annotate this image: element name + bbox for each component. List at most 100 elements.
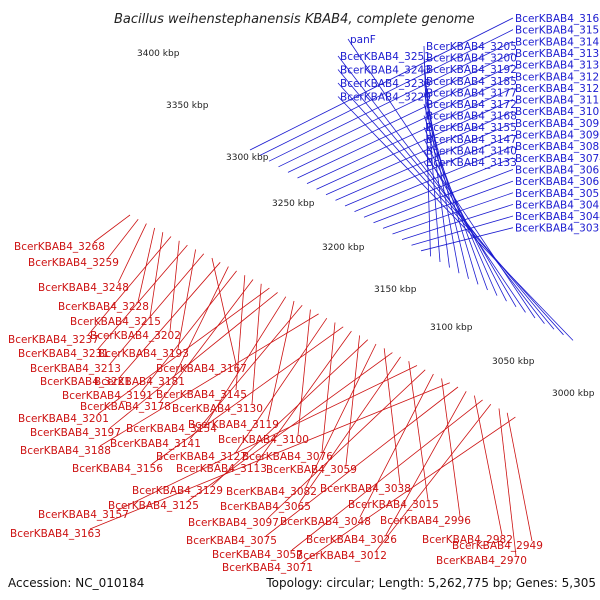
scale-ticks: 3400 kbp 3350 kbp 3300 kbp 3250 kbp 3200 kbp… [137,49,595,399]
gene-label-reverse: BcerKBAB4_3015 [348,499,439,511]
leader-line [177,249,196,350]
gene-label-reverse: BcerKBAB4_3075 [186,535,277,547]
scale-tick-label: 3150 kbp [374,285,417,295]
leader-line [344,134,514,207]
leader-line [235,275,246,391]
gene-label-reverse: BcerKBAB4_3125 [108,500,199,512]
leader-line [151,326,344,465]
leader-line [337,82,564,336]
gene-label-reverse: BcerKBAB4_3156 [72,463,163,475]
gene-label-forward: BcerKBAB4_3152 [515,25,600,37]
gene-label-forward: BcerKBAB4_3146 [515,36,600,48]
gene-label-reverse: BcerKBAB4_3127 [156,451,247,463]
gene-label-forward: BcerKBAB4_3081 [515,141,600,153]
gene-label-reverse: BcerKBAB4_3145 [156,389,247,401]
leader-line [363,157,514,218]
gene-label-forward: BcerKBAB4_3121 [515,83,600,95]
leader-line [423,161,526,313]
gene-label-reverse: BcerKBAB4_3202 [90,330,181,342]
leader-line [149,232,164,318]
gene-label-forward: BcerKBAB4_3185 [426,76,517,88]
gene-label-reverse: BcerKBAB4_3154 [126,423,217,435]
leader-line [259,29,514,156]
gene-label-forward: BcerKBAB4_3039 [515,223,600,235]
gene-label-reverse: BcerKBAB4_3259 [28,257,119,269]
gene-label-reverse: BcerKBAB4_3181 [94,376,185,388]
leader-line [291,399,483,551]
leader-line [287,64,514,173]
leader-line [189,305,303,440]
leader-line [173,266,229,378]
gene-label-forward: BcerKBAB4_3128 [515,71,600,83]
gene-label-forward: BcerKBAB4_3090 [515,130,600,142]
gene-label-reverse: BcerKBAB4_3048 [280,516,371,528]
leader-line [255,330,352,465]
leader-line [321,322,336,453]
leader-line [420,227,514,252]
gene-label-reverse: BcerKBAB4_3268 [14,241,105,253]
leader-line [235,317,328,453]
gene-label-reverse: BcerKBAB4_3188 [20,445,111,457]
leader-line [299,356,401,503]
leader-line [169,240,180,332]
gene-label-forward: BcerKBAB4_3147 [426,134,517,146]
genome-summary: Topology: circular; Length: 5,262,775 bp… [265,576,596,590]
leader-line [385,391,467,536]
gene-label-forward: BcerKBAB4_3177 [426,87,517,99]
gene-label-forward: BcerKBAB4_3131 [515,60,600,72]
gene-label-forward: BcerKBAB4_3068 [515,164,600,176]
leader-line [305,343,377,488]
leader-line [265,386,459,537]
leader-line [423,115,488,291]
gene-label-forward: BcerKBAB4_3098 [515,118,600,130]
gene-label-reverse: BcerKBAB4_3163 [10,528,101,540]
leader-line [109,292,278,429]
gene-label-reverse: BcerKBAB4_3026 [306,534,397,546]
gene-label-forward: BcerKBAB4_3166 [515,13,600,25]
gene-label-forward: BcerKBAB4_3105 [515,106,600,118]
gene-label-reverse: BcerKBAB4_3215 [70,316,161,328]
gene-label-reverse: BcerKBAB4_2949 [452,540,543,552]
leader-line [89,382,450,530]
leader-line [345,335,360,466]
scale-tick-label: 3250 kbp [272,199,315,209]
leader-line [359,373,434,518]
gene-labels: BcerKBAB4_3166BcerKBAB4_3152BcerKBAB4_31… [8,13,600,574]
leader-line [97,244,188,350]
gene-label-reverse: BcerKBAB4_3129 [132,485,223,497]
leader-line [107,219,139,259]
gene-label-forward: BcerKBAB4_3172 [426,99,517,111]
leader-line [119,262,221,378]
leader-line [159,279,254,403]
leader-line [401,204,514,240]
scale-tick-label: 3000 kbp [552,389,595,399]
gene-label-reverse: BcerKBAB4_3012 [296,550,387,562]
gene-label-reverse: BcerKBAB4_3197 [30,427,121,439]
leader-line [337,96,574,341]
leader-line [316,99,514,190]
leader-line [325,110,514,196]
label-leader-lines [87,17,574,564]
gene-label-forward: BcerKBAB4_3044 [515,211,600,223]
leader-line [337,69,555,330]
gene-label-reverse: BcerKBAB4_3038 [320,483,411,495]
gene-label-forward: BcerKBAB4_3229 [340,92,431,104]
gene-label-forward: BcerKBAB4_3133 [426,157,517,169]
leader-line [117,223,147,284]
gene-label-reverse: BcerKBAB4_3057 [212,549,303,561]
map-title: Bacillus weihenstephanensis KBAB4, compl… [114,12,475,27]
gene-label-reverse: BcerKBAB4_3119 [188,419,279,431]
leader-line [97,287,270,415]
gene-label-reverse: BcerKBAB4_3191 [62,390,153,402]
gene-label-forward: BcerKBAB4_3155 [426,122,517,134]
gene-label-forward: BcerKBAB4_3205 [426,41,517,53]
leader-line [211,257,237,365]
leader-line [211,339,369,487]
gene-label-reverse: BcerKBAB4_3076 [242,451,333,463]
leader-line [375,403,492,552]
leader-line [297,309,311,436]
scale-tick-label: 3050 kbp [492,357,535,367]
leader-line [141,270,237,392]
